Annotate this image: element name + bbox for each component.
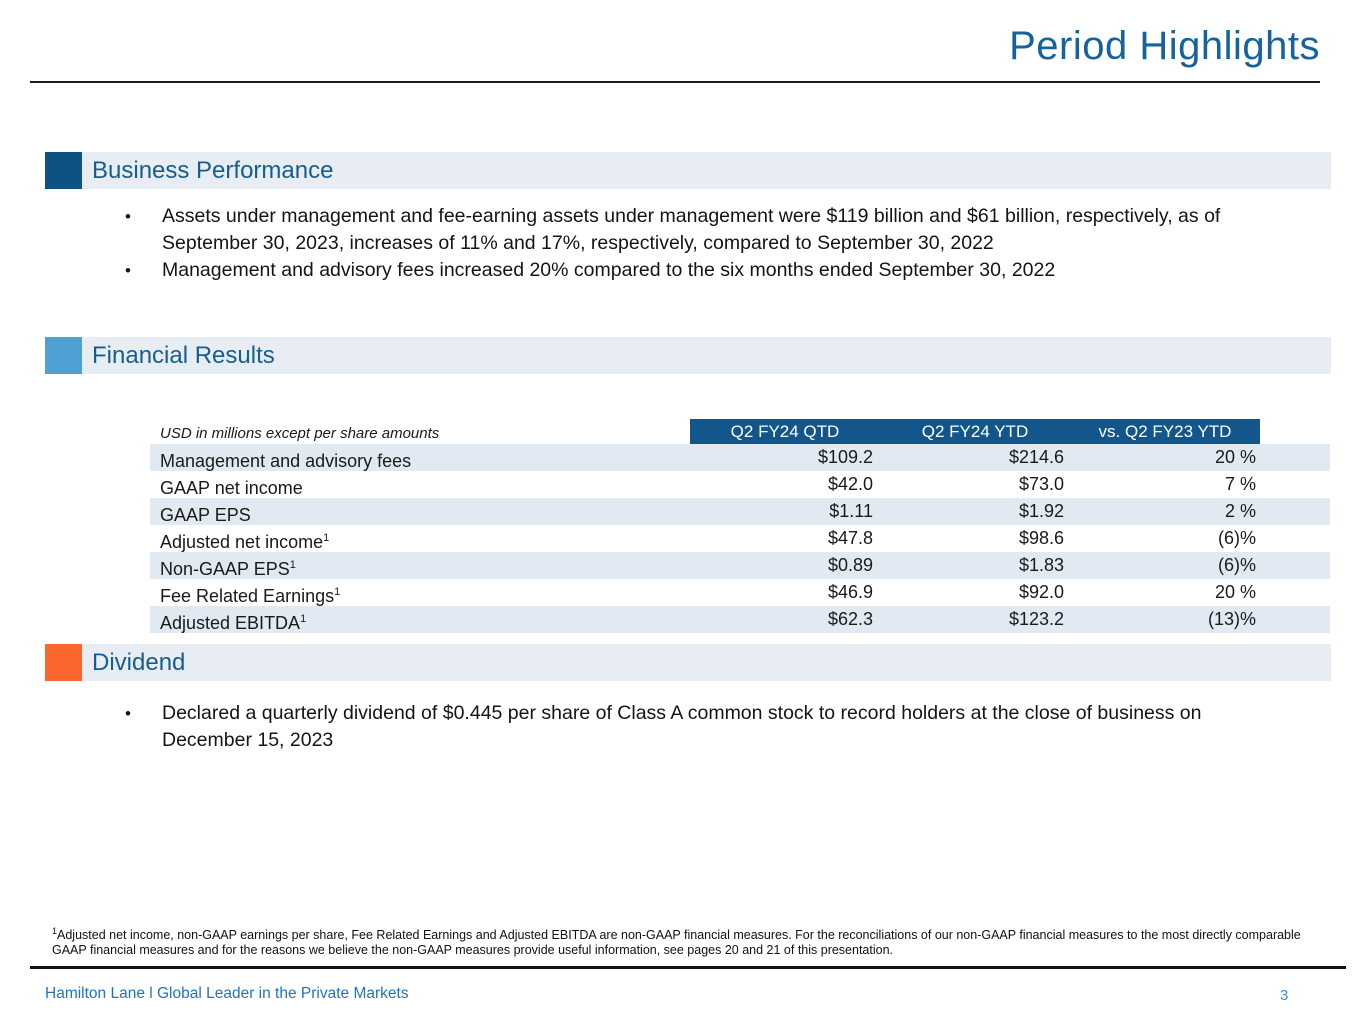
row-label-text: GAAP net income	[160, 478, 303, 498]
cell-vs: 2 %	[1224, 501, 1256, 521]
bullet-item: Assets under management and fee-earning …	[120, 203, 1310, 257]
section-label-business-performance: Business Performance	[92, 157, 334, 184]
row-label-text: Management and advisory fees	[160, 451, 412, 471]
bullet-text: Assets under management and fee-earning …	[162, 205, 1221, 254]
row-label: GAAP net income	[150, 471, 690, 498]
footnote-marker: 1	[334, 586, 341, 598]
table-filler	[1260, 498, 1330, 525]
cell-qtd: $1.11	[829, 501, 873, 521]
business-performance-bullets: Assets under management and fee-earning …	[120, 203, 1310, 284]
row-label-text: Adjusted net income	[160, 532, 324, 552]
page-title: Period Highlights	[1009, 24, 1320, 68]
footer-divider	[30, 966, 1346, 969]
dividend-bullets: Declared a quarterly dividend of $0.445 …	[120, 700, 1270, 754]
financial-results-table: USD in millions except per share amounts…	[150, 419, 1330, 633]
footer-tagline: Hamilton Lane l Global Leader in the Pri…	[45, 985, 409, 1002]
row-label-text: GAAP EPS	[160, 505, 251, 525]
table-row: GAAP net income $42.0 $73.0 7 %	[150, 471, 1330, 498]
table-row: Adjusted EBITDA1 $62.3 $123.2 (13)%	[150, 606, 1330, 633]
table-filler	[1260, 444, 1330, 471]
cell-qtd: $0.89	[827, 555, 873, 575]
cell-qtd: $47.8	[827, 528, 873, 548]
cell-qtd: $42.0	[827, 474, 873, 494]
business-accent-square	[45, 152, 82, 189]
bullet-text: Management and advisory fees increased 2…	[162, 259, 1056, 281]
bullet-icon	[120, 203, 162, 257]
table-row: Adjusted net income1 $47.8 $98.6 (6)%	[150, 525, 1330, 552]
cell-qtd: $46.9	[827, 582, 873, 602]
bullet-icon	[120, 700, 162, 754]
cell-vs: 20 %	[1214, 447, 1256, 467]
row-label: GAAP EPS	[150, 498, 690, 525]
row-label: Management and advisory fees	[150, 444, 690, 471]
column-header-q2-fy24-ytd: Q2 FY24 YTD	[880, 419, 1070, 444]
bullet-icon	[120, 257, 162, 284]
financial-accent-square	[45, 337, 82, 374]
row-label-text: Non-GAAP EPS	[160, 559, 290, 579]
dividend-accent-square	[45, 644, 82, 681]
bullet-item: Management and advisory fees increased 2…	[120, 257, 1310, 284]
footnote-marker: 1	[323, 532, 330, 544]
cell-vs: 7 %	[1224, 474, 1256, 494]
table-row: Fee Related Earnings1 $46.9 $92.0 20 %	[150, 579, 1330, 606]
cell-vs: 20 %	[1214, 582, 1256, 602]
title-divider	[30, 81, 1320, 83]
row-label-text: Fee Related Earnings	[160, 586, 335, 606]
cell-ytd: $123.2	[1008, 609, 1064, 629]
row-label-text: Adjusted EBITDA	[160, 613, 301, 633]
table-filler	[1260, 606, 1330, 633]
table-units-note: USD in millions except per share amounts	[160, 425, 440, 442]
cell-ytd: $73.0	[1018, 474, 1064, 494]
footnote-marker: 1	[300, 613, 307, 625]
section-header-dividend: Dividend	[45, 644, 1331, 681]
row-label: Non-GAAP EPS1	[150, 552, 690, 579]
cell-ytd: $1.92	[1018, 501, 1064, 521]
cell-ytd: $214.6	[1008, 447, 1064, 467]
table-filler	[1260, 525, 1330, 552]
cell-qtd: $62.3	[827, 609, 873, 629]
bullet-item: Declared a quarterly dividend of $0.445 …	[120, 700, 1270, 754]
footnote-text: Adjusted net income, non-GAAP earnings p…	[52, 928, 1301, 958]
column-header-q2-fy24-qtd: Q2 FY24 QTD	[690, 419, 880, 444]
table-row: GAAP EPS $1.11 $1.92 2 %	[150, 498, 1330, 525]
footnote-marker: 1	[289, 559, 296, 571]
table-filler	[1260, 419, 1330, 444]
cell-ytd: $98.6	[1018, 528, 1064, 548]
row-label: Adjusted net income1	[150, 525, 690, 552]
table-header-row: USD in millions except per share amounts…	[150, 419, 1330, 444]
cell-vs: (13)%	[1207, 609, 1256, 629]
cell-ytd: $92.0	[1018, 582, 1064, 602]
table-filler	[1260, 471, 1330, 498]
table-filler	[1260, 552, 1330, 579]
cell-vs: (6)%	[1217, 528, 1256, 548]
table-row: Non-GAAP EPS1 $0.89 $1.83 (6)%	[150, 552, 1330, 579]
table-filler	[1260, 579, 1330, 606]
section-header-business-performance: Business Performance	[45, 152, 1331, 189]
footnote-marker: 1	[52, 926, 58, 936]
bullet-text: Declared a quarterly dividend of $0.445 …	[162, 702, 1202, 751]
cell-vs: (6)%	[1217, 555, 1256, 575]
section-header-financial-results: Financial Results	[45, 337, 1331, 374]
column-header-vs-q2-fy23-ytd: vs. Q2 FY23 YTD	[1070, 419, 1260, 444]
footnote: 1Adjusted net income, non-GAAP earnings …	[52, 924, 1314, 958]
page-number: 3	[1280, 987, 1289, 1004]
cell-ytd: $1.83	[1018, 555, 1064, 575]
table-row: Management and advisory fees $109.2 $214…	[150, 444, 1330, 471]
row-label: Adjusted EBITDA1	[150, 606, 690, 633]
cell-qtd: $109.2	[817, 447, 873, 467]
section-label-dividend: Dividend	[92, 649, 186, 676]
row-label: Fee Related Earnings1	[150, 579, 690, 606]
section-label-financial-results: Financial Results	[92, 342, 275, 369]
